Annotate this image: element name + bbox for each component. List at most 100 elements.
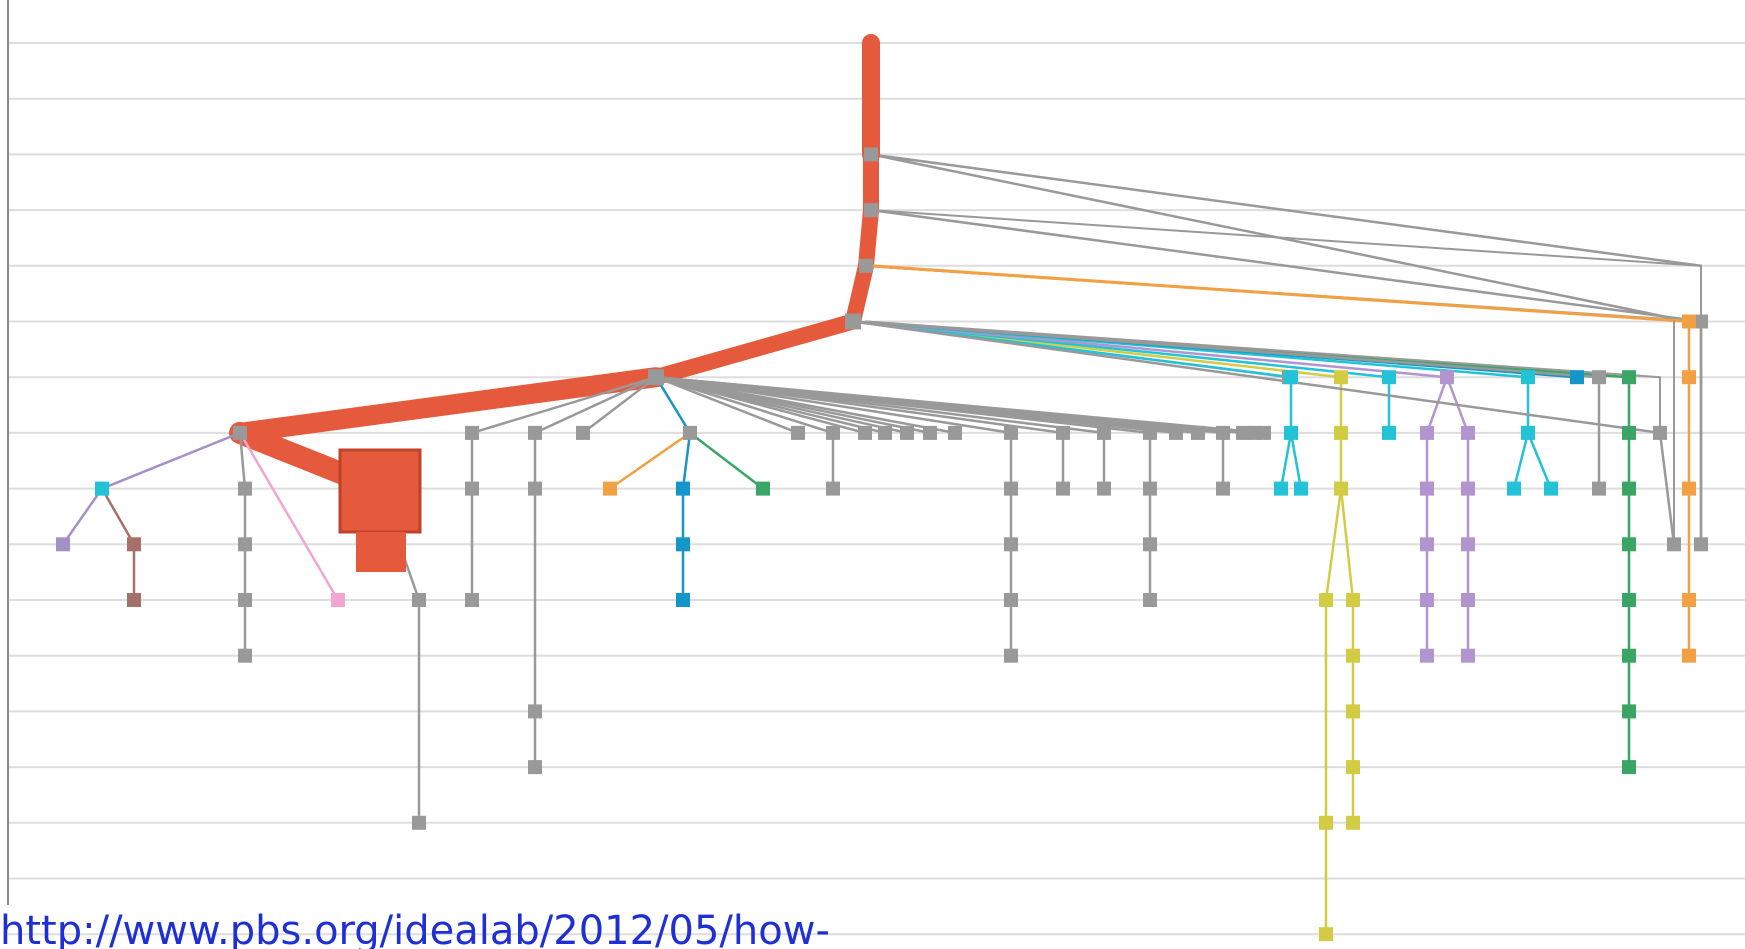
nodes [56,147,1708,942]
tree-node [528,481,542,496]
tree-node [528,704,542,719]
tree-node [826,481,840,496]
tree-node [858,425,872,440]
tree-node [1382,370,1396,385]
tree-node [1592,481,1606,496]
tree-node [1420,425,1434,440]
tree-node [1682,370,1696,385]
edge-gray [654,375,957,435]
tree-node [1622,648,1636,663]
tree-node [1004,481,1018,496]
tree-node [648,369,664,386]
tree-node [1346,593,1360,607]
tree-node [1622,537,1636,552]
tree-node [1284,370,1298,385]
tree-node [1143,593,1157,607]
edge-cyan [1279,431,1293,490]
edge-gray [470,375,658,435]
tree-node [1191,425,1205,440]
large-reshare-node-tail [356,532,406,572]
tree-node [1004,648,1018,663]
edge-red [858,202,879,274]
tree-node [1236,425,1250,440]
edge-gray [851,320,1662,435]
tree-node [1521,425,1535,440]
edge-orange [869,264,1691,323]
tree-node [1294,481,1308,496]
tree-node [465,425,479,440]
edge-pink [238,431,340,602]
tree-node [1216,425,1230,440]
source-url-link[interactable]: http://www.pbs.org/idealab/2012/05/how- [0,908,830,949]
tree-node [331,593,345,607]
tree-node [603,481,617,496]
tree-node [1097,425,1111,440]
tree-node [1004,425,1018,440]
edge-gray [581,375,658,435]
tree-node [95,481,109,496]
edge-gray [238,431,247,490]
edge-gray [654,375,1266,435]
tree-node [826,425,840,440]
tree-node [1319,593,1333,607]
tree-node [1420,593,1434,607]
tree-node [1521,370,1535,385]
tree-node [1622,760,1636,775]
tree-node [1544,481,1558,496]
edge-gray [870,209,1702,267]
edge-blue [681,431,692,490]
tree-node [1461,481,1475,496]
edge-yellow [1339,487,1355,602]
tree-node [676,537,690,552]
edge-lavender [100,431,242,490]
tree-node [1056,425,1070,440]
tree-node [127,593,141,607]
tree-node [923,425,937,440]
tree-node [1682,593,1696,607]
edge-gray [865,320,1661,379]
edge-gray [1658,431,1676,546]
tree-node [1694,537,1708,552]
tree-node [1334,481,1348,496]
tree-node [238,648,252,663]
tree-node [1143,537,1157,552]
tree-node [576,425,590,440]
tree-node [1169,425,1183,440]
tree-node [1461,593,1475,607]
tree-node [1653,425,1667,440]
tree-node [1346,704,1360,719]
tree-node [1682,481,1696,496]
tree-node [1507,481,1521,496]
edge-blue [654,375,692,435]
tree-node [878,425,892,440]
tree-node [1667,537,1681,552]
edge-gray [869,208,1703,323]
tree-node [1461,648,1475,663]
tree-node [1622,593,1636,607]
edges [61,34,1703,936]
tree-node [1420,648,1434,663]
tree-node [1334,370,1348,385]
edge-red [648,313,861,386]
tree-node [1143,425,1157,440]
tree-node [1274,481,1288,496]
edge-red [845,257,874,330]
tree-node [1461,537,1475,552]
tree-node [1143,481,1157,496]
tree-node [1682,648,1696,663]
tree-node [1284,425,1298,440]
edge-lavender [61,487,104,546]
edge-red [230,367,666,443]
tree-node [1440,370,1454,385]
tree-node [238,481,252,496]
tree-node [676,481,690,496]
tree-node [1420,537,1434,552]
edge-gray [869,153,1703,268]
edge-purple [1425,375,1449,435]
tree-node [900,425,914,440]
tree-node [1257,425,1271,440]
tree-node [1004,537,1018,552]
tree-node [1056,481,1070,496]
edge-green [688,431,765,490]
